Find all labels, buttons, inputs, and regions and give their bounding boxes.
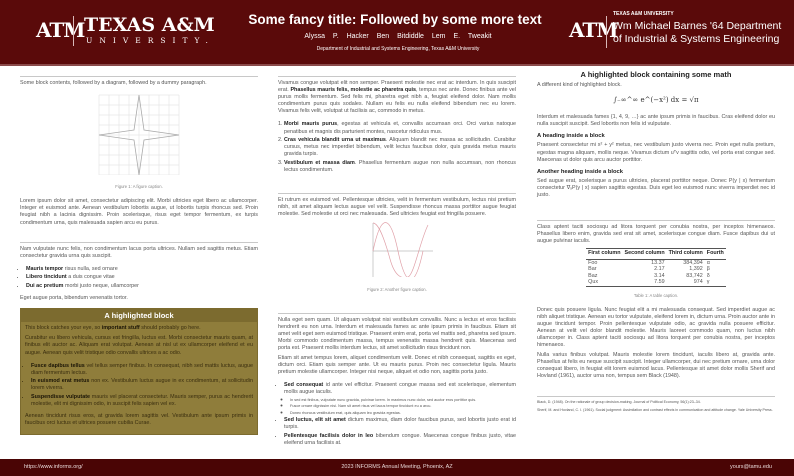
bullet-list: Mauris tempor risus nulla, sed ornare Li… — [26, 266, 258, 290]
sub-list: In sed est finibus, vulputate nunc gravi… — [290, 398, 516, 416]
list-item: Mauris tempor risus nulla, sed ornare — [26, 266, 258, 273]
footer-url-link[interactable]: https://www.informs.org/ — [24, 464, 83, 470]
figure-star-diagram — [98, 94, 180, 176]
sine-curve — [372, 222, 424, 281]
paragraph: Praesent consectetur mi x² + y² metus, n… — [537, 142, 775, 163]
footer-email-link[interactable]: yours@tamu.edu — [730, 464, 772, 470]
paragraph: Curabitur eu libero vehicula, cursus est… — [25, 335, 253, 356]
table-row: Baz 3.14 83,742 δ — [588, 272, 710, 279]
block-rule — [278, 76, 516, 77]
sub-list-item: Donec rhoncus vestibulum erat, quis aliq… — [290, 411, 516, 416]
paragraph: This block catches your eye, so importan… — [25, 325, 201, 332]
column-right: A highlighted block containing some math… — [537, 70, 775, 416]
paragraph: Vivamus congue volutpat elit non semper.… — [278, 80, 517, 115]
poster-footer: https://www.informs.org/ 2023 INFORMS An… — [0, 459, 794, 476]
intro-text: Some block contents, followed by a diagr… — [20, 80, 207, 86]
list-item: Sed luctus, elit sit amet dictum maximus… — [284, 417, 516, 431]
block-rule — [278, 312, 516, 314]
divider — [606, 16, 607, 48]
paragraph: Nulla varius finibus volutpat. Mauris mo… — [537, 352, 775, 380]
table-row: Bar 2.17 1,392 β — [588, 266, 710, 272]
table-row: Qux 7.59 974 γ — [588, 279, 710, 285]
highlighted-block: A highlighted block This block catches y… — [20, 308, 258, 436]
paragraph: Nam vulputate nunc felis, non condimentu… — [20, 245, 258, 259]
list-item: Fusce dapibus tellus vel tellus semper f… — [31, 363, 253, 377]
paragraph: Etiam sit amet tempus lorem, aliquet con… — [278, 355, 516, 376]
highlighted-block-title: A highlighted block — [21, 309, 257, 323]
block-rule — [537, 395, 775, 397]
list-item: Dui ac pretium morbi justo neque, ullamc… — [26, 283, 258, 290]
list-item: Sed consequat id ante vel efficitur. Pra… — [284, 382, 516, 415]
block-rule — [278, 193, 516, 195]
list-item: In euismod erat metus non ex. Vestibulum… — [31, 378, 253, 392]
list-item: Suspendisse vulputate mauris vel placera… — [31, 394, 253, 408]
table-caption: Table 1: A table caption. — [633, 292, 679, 298]
table-header-row: First column Second column Third column Fou… — [586, 248, 726, 260]
list-item: Libero tincidunt a duis congue vitae — [26, 274, 258, 281]
affiliation: Department of Industrial and Systems Eng… — [316, 46, 480, 52]
list-item: Vestibulum et massa diam. Phasellus ferm… — [284, 160, 516, 174]
block-rule — [20, 241, 258, 243]
paragraph: Et rutrum ex euismod vel. Pellentesque u… — [278, 197, 516, 218]
table-row: Foo 13.37 384,394 α — [588, 259, 710, 266]
column-middle: Vivamus congue volutpat elit non semper.… — [278, 76, 516, 452]
paragraph: A different kind of highlighted block. — [537, 82, 622, 88]
figure-sine-plot — [372, 222, 433, 281]
cosine-curve — [372, 223, 429, 279]
block-rule — [537, 220, 775, 222]
tamu-logo-mark-right: ATM — [569, 18, 618, 42]
department-name: Wm Michael Barnes '64 Department of Indu… — [613, 20, 782, 45]
paragraph: Class aptent taciti sociosqu ad litora t… — [537, 224, 775, 245]
paragraph: Interdum et malesuada fames {1, 4, 9, …}… — [537, 114, 775, 128]
tamu-logo-mark: ATM — [36, 18, 85, 42]
poster-header: ATM TEXAS A&M UNIVERSITY. Some fancy tit… — [0, 0, 794, 66]
list-item: Morbi mauris purus, egestas at vehicula … — [284, 121, 516, 135]
divider — [73, 16, 74, 46]
university-small: TEXAS A&M UNIVERSITY — [613, 11, 674, 17]
paragraph: Eget augue porta, bibendum venenatis tor… — [20, 295, 128, 302]
paragraph: Donec quis posuere ligula. Nunc feugiat … — [537, 306, 775, 349]
subheading: Another heading inside a block — [537, 168, 623, 175]
data-table: First column Second column Third column Fou… — [586, 248, 726, 287]
numbered-list: Morbi mauris purus, egestas at vehicula … — [284, 121, 516, 174]
reference: Sherif, M. and Hovland, C. I. (1961). So… — [537, 407, 773, 412]
university-name: TEXAS A&M — [84, 14, 215, 36]
subheading: A heading inside a block — [537, 133, 605, 140]
poster-title: Some fancy title: Followed by some more … — [248, 12, 542, 27]
footer-event: 2023 INFORMS Annual Meeting, Phoenix, AZ — [341, 464, 453, 470]
paragraph: Aenean tincidunt risus eros, at gravida … — [25, 413, 253, 427]
bullet-list: Sed consequat id ante vel efficitur. Pra… — [284, 382, 516, 447]
block-rule — [20, 76, 258, 77]
sub-list-item: In sed est finibus, vulputate nunc gravi… — [290, 398, 516, 403]
block-heading: A highlighted block containing some math — [580, 70, 732, 79]
paragraph: Nulla eget sem quam. Ut aliquam volutpat… — [278, 316, 516, 351]
bullet-list: Fusce dapibus tellus vel tellus semper f… — [31, 363, 253, 409]
paragraph: Sed augue erat, scelerisque a purus ultr… — [537, 177, 775, 199]
reference: Black, D. (1948). On the rationale of gr… — [537, 399, 701, 404]
column-left: Some block contents, followed by a diagr… — [20, 76, 258, 436]
list-item: Pellentesque facilisis dolor in leo bibe… — [284, 433, 516, 447]
figure-caption: Figure 1: A figure caption. — [115, 184, 163, 190]
university-sub: UNIVERSITY. — [86, 36, 215, 45]
authors: Alyssa P. Hacker Ben Bitdiddle Lem E. Tw… — [304, 33, 492, 40]
paragraph: Lorem ipsum dolor sit amet, consectetur … — [20, 198, 258, 226]
list-item: Cras vehicula blandit urna ut maximus. A… — [284, 137, 516, 158]
equation: ∫₋∞^∞ e^(−x²) dx = √π — [613, 96, 699, 105]
sub-list-item: Fusce ornare dignissim nisi. Nam sit ame… — [290, 404, 516, 409]
figure-caption: Figure 2: Another figure caption. — [367, 286, 427, 292]
